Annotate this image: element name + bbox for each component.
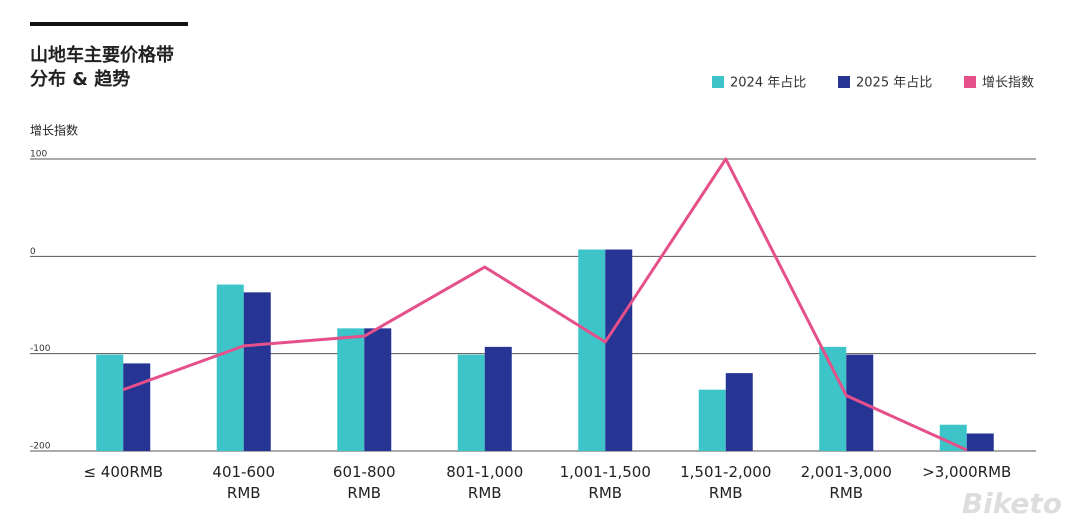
x-tick-label-line: RMB [468,484,502,502]
legend-label: 2024 年占比 [730,76,806,91]
x-tick-label-line: ≤ 400RMB [83,463,163,481]
bar [578,249,606,451]
x-tick-label: 2,001-3,000 RMB [801,463,892,502]
x-tick-label-line: RMB [829,484,863,502]
x-tick-label-line: 1,001-1,500 [560,463,651,481]
bar [698,389,726,451]
x-tick-label-line: 401-600 [212,463,275,481]
x-tick-label: 801-1,000 RMB [446,463,523,502]
bar [96,354,124,451]
bar [819,346,847,451]
bar [484,346,512,451]
x-tick-label: 601-800 RMB [333,463,396,502]
title-bar [30,22,188,26]
line [122,157,968,452]
legend-label: 2025 年占比 [856,76,932,91]
bar [457,354,485,451]
bar [243,292,271,451]
bar [337,328,365,451]
chart-title: 山地车主要价格带 [30,44,174,66]
watermark: Biketo [962,487,1062,520]
x-tick-label-line: 801-1,000 [446,463,523,481]
x-tick-label: 1,001-1,500 RMB [560,463,651,502]
x-tick-label-line: 2,001-3,000 [801,463,892,481]
y-axis-label: 增长指数 [30,123,78,138]
bar [725,373,753,451]
bar [605,249,633,451]
legend-swatch [964,76,976,88]
y-tick-label: 0 [30,247,36,257]
bar [966,433,994,451]
bar [123,363,151,451]
x-tick-label-line: 601-800 [333,463,396,481]
x-tick-label-line: RMB [227,484,261,502]
legend-swatch [712,76,724,88]
x-tick-label-line: RMB [347,484,381,502]
x-tick-label: 1,501-2,000 RMB [680,463,771,502]
chart-title: 分布 & 趋势 [30,68,130,90]
legend-label: 增长指数 [982,76,1034,91]
y-tick-label: 100 [30,150,47,160]
x-tick-label-line: 1,501-2,000 [680,463,771,481]
x-tick-label-line: >3,000RMB [922,463,1011,481]
x-tick-label: ≤ 400RMB [83,463,163,481]
x-tick-label: >3,000RMB [922,463,1011,481]
y-tick-label: -100 [30,344,51,354]
x-tick-label-line: RMB [588,484,622,502]
bar [364,328,392,451]
y-tick-label: -200 [30,442,51,452]
bar [216,284,244,451]
x-tick-label-line: RMB [709,484,743,502]
legend-swatch [838,76,850,88]
x-tick-label: 401-600 RMB [212,463,275,502]
